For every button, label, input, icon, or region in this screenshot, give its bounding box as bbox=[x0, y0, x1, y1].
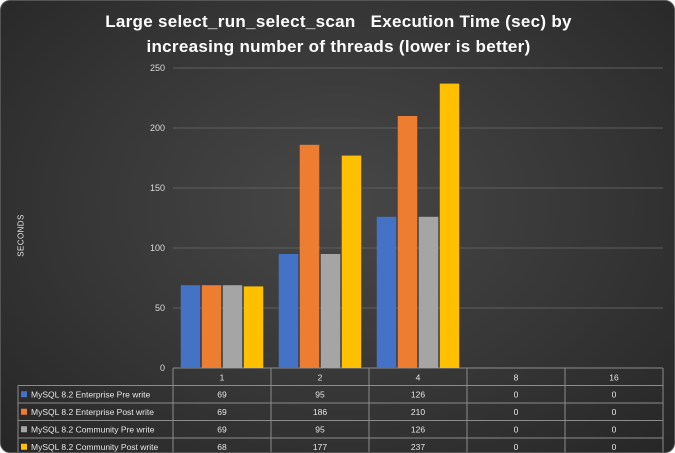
chart-title-line-1: Large select_run_select_scan Execution T… bbox=[105, 12, 572, 31]
bar-series2-cat-1 bbox=[201, 285, 222, 368]
table-value-series4-cat-4: 237 bbox=[411, 442, 425, 452]
table-value-series2-cat-8: 0 bbox=[514, 407, 519, 417]
bar-series2-cat-2 bbox=[299, 144, 320, 368]
x-category-label-2: 2 bbox=[318, 372, 323, 382]
legend-swatch-series1 bbox=[21, 391, 27, 398]
y-tick-label-50: 50 bbox=[155, 303, 165, 313]
table-value-series3-cat-8: 0 bbox=[514, 424, 519, 434]
legend-label-series4: MySQL 8.2 Community Post write bbox=[31, 442, 158, 452]
table-value-series2-cat-2: 186 bbox=[313, 407, 327, 417]
bar-series3-cat-4 bbox=[418, 216, 439, 368]
table-value-series2-cat-16: 0 bbox=[612, 407, 617, 417]
chart-title: Large select_run_select_scan Execution T… bbox=[1, 9, 674, 59]
table-value-series4-cat-1: 68 bbox=[217, 442, 227, 452]
x-category-label-8: 8 bbox=[514, 372, 519, 382]
table-value-series4-cat-8: 0 bbox=[514, 442, 519, 452]
table-value-series4-cat-2: 177 bbox=[313, 442, 327, 452]
bar-series1-cat-1 bbox=[180, 285, 201, 368]
bar-series4-cat-2 bbox=[341, 155, 362, 368]
bar-series3-cat-2 bbox=[320, 254, 341, 368]
table-value-series1-cat-16: 0 bbox=[612, 389, 617, 399]
table-value-series3-cat-1: 69 bbox=[217, 424, 227, 434]
legend-swatch-series3 bbox=[21, 426, 27, 433]
chart-title-line-2: increasing number of threads (lower is b… bbox=[146, 37, 531, 56]
table-value-series3-cat-16: 0 bbox=[612, 424, 617, 434]
table-value-series1-cat-1: 69 bbox=[217, 389, 227, 399]
legend-label-series1: MySQL 8.2 Enterprise Pre write bbox=[31, 389, 150, 399]
table-value-series3-cat-4: 126 bbox=[411, 424, 425, 434]
table-value-series1-cat-8: 0 bbox=[514, 389, 519, 399]
x-category-label-16: 16 bbox=[609, 372, 619, 382]
legend-swatch-series4 bbox=[21, 443, 27, 450]
bar-series1-cat-4 bbox=[376, 216, 397, 368]
y-tick-label-0: 0 bbox=[160, 363, 165, 373]
x-category-label-1: 1 bbox=[220, 372, 225, 382]
y-tick-label-200: 200 bbox=[150, 123, 165, 133]
table-value-series1-cat-2: 95 bbox=[315, 389, 325, 399]
legend-swatch-series2 bbox=[21, 408, 27, 415]
x-category-label-4: 4 bbox=[416, 372, 421, 382]
y-tick-label-100: 100 bbox=[150, 243, 165, 253]
legend-label-series3: MySQL 8.2 Community Pre write bbox=[31, 424, 155, 434]
y-tick-label-150: 150 bbox=[150, 183, 165, 193]
y-tick-label-250: 250 bbox=[150, 63, 165, 73]
bar-series3-cat-1 bbox=[222, 285, 243, 368]
legend-label-series2: MySQL 8.2 Enterprise Post write bbox=[31, 407, 154, 417]
bar-series1-cat-2 bbox=[278, 254, 299, 368]
bar-series2-cat-4 bbox=[397, 116, 418, 368]
table-value-series3-cat-2: 95 bbox=[315, 424, 325, 434]
table-value-series2-cat-4: 210 bbox=[411, 407, 425, 417]
bar-series4-cat-4 bbox=[439, 83, 460, 368]
table-value-series4-cat-16: 0 bbox=[612, 442, 617, 452]
bar-series4-cat-1 bbox=[243, 286, 264, 368]
table-value-series1-cat-4: 126 bbox=[411, 389, 425, 399]
table-value-series2-cat-1: 69 bbox=[217, 407, 227, 417]
